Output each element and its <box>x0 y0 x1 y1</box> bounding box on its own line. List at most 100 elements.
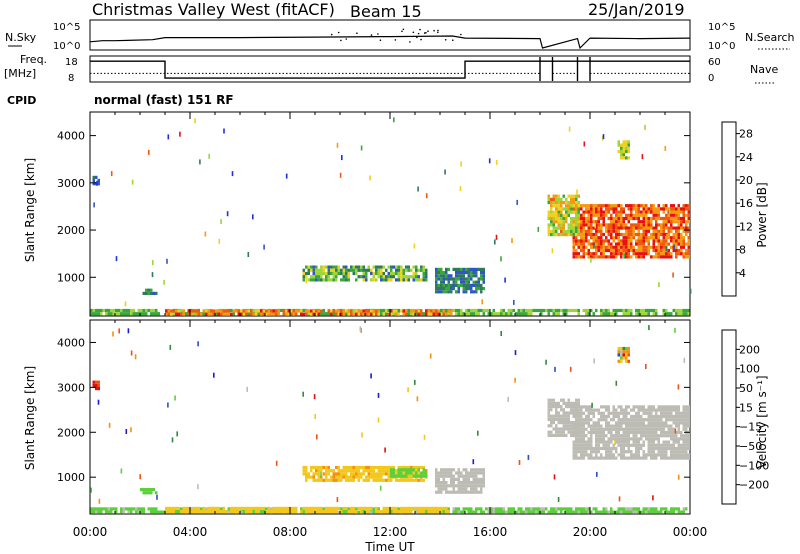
data-cell <box>377 275 380 279</box>
data-cell <box>442 280 445 284</box>
data-cell <box>255 309 258 313</box>
data-cell <box>637 437 640 441</box>
data-cell <box>580 236 583 240</box>
data-cell <box>652 236 655 240</box>
data-cell <box>575 210 578 214</box>
data-cell <box>635 308 638 313</box>
data-cell <box>652 255 655 259</box>
data-cell <box>355 475 358 479</box>
speckle-cell <box>551 248 554 254</box>
data-cell <box>647 229 650 233</box>
data-cell <box>575 308 578 313</box>
data-cell <box>580 229 583 233</box>
data-cell <box>685 229 688 233</box>
data-cell <box>262 309 265 313</box>
data-cell <box>597 437 600 441</box>
data-cell <box>320 275 323 279</box>
data-cell <box>217 312 220 316</box>
data-cell <box>617 223 620 227</box>
data-cell <box>577 450 580 454</box>
data-cell <box>425 275 428 279</box>
data-cell <box>640 232 643 237</box>
data-cell <box>650 456 653 460</box>
data-cell <box>335 472 338 476</box>
data-cell <box>572 226 575 230</box>
data-cell <box>387 465 390 470</box>
data-cell <box>550 398 553 402</box>
data-cell <box>107 312 110 316</box>
data-cell <box>472 308 475 313</box>
data-cell <box>655 248 658 253</box>
data-cell <box>427 506 430 510</box>
data-cell <box>637 418 640 422</box>
data-cell <box>322 510 325 514</box>
data-cell <box>352 265 355 269</box>
data-cell <box>475 490 478 494</box>
data-cell <box>677 252 680 256</box>
nsky-dot <box>356 32 358 34</box>
data-cell <box>395 265 398 269</box>
data-cell <box>560 217 563 221</box>
data-cell <box>410 268 413 272</box>
data-cell <box>650 408 653 412</box>
speckle-cell <box>429 353 432 359</box>
data-cell <box>337 268 340 272</box>
data-cell <box>457 490 460 494</box>
data-cell <box>470 274 473 278</box>
data-cell <box>437 510 440 514</box>
data-cell <box>575 226 578 230</box>
data-cell <box>602 252 605 256</box>
data-cell <box>187 510 190 514</box>
data-cell <box>460 283 463 287</box>
data-cell <box>292 312 295 316</box>
data-cell <box>577 239 580 243</box>
data-cell <box>397 471 400 475</box>
data-cell <box>465 287 468 291</box>
data-cell <box>320 265 323 269</box>
data-cell <box>377 475 380 479</box>
data-cell <box>572 430 575 434</box>
data-cell <box>190 510 193 514</box>
y-tick-label: 4000 <box>57 130 85 143</box>
data-cell <box>505 312 508 316</box>
data-cell <box>570 433 573 437</box>
data-cell <box>340 510 343 514</box>
data-cell <box>335 506 338 510</box>
data-cell <box>495 312 498 316</box>
data-cell <box>592 414 595 419</box>
data-cell <box>590 408 593 412</box>
data-cell <box>517 308 520 313</box>
data-cell <box>470 507 473 511</box>
data-cell <box>462 267 465 271</box>
data-cell <box>600 430 603 435</box>
data-cell <box>140 312 143 316</box>
data-cell <box>682 204 685 208</box>
data-cell <box>655 312 658 316</box>
data-cell <box>347 469 350 473</box>
data-cell <box>415 471 418 475</box>
data-cell <box>370 472 373 476</box>
data-cell <box>617 427 620 431</box>
data-cell <box>657 440 660 444</box>
colorbar-tick-label: 8 <box>739 244 746 257</box>
data-cell <box>560 507 563 511</box>
data-cell <box>555 308 558 313</box>
data-cell <box>632 213 635 217</box>
data-cell <box>300 309 303 313</box>
data-cell <box>360 510 363 514</box>
data-cell <box>625 252 628 256</box>
data-cell <box>550 405 553 409</box>
nsky-dot <box>409 41 411 43</box>
data-cell <box>547 197 550 201</box>
data-cell <box>590 213 593 217</box>
data-cell <box>325 472 328 476</box>
data-cell <box>547 417 550 421</box>
data-cell <box>595 226 598 230</box>
data-cell <box>685 414 688 419</box>
data-cell <box>312 309 315 313</box>
data-cell <box>645 232 648 237</box>
data-cell <box>372 469 375 473</box>
data-cell <box>617 346 620 351</box>
data-cell <box>270 507 273 511</box>
data-cell <box>677 446 680 451</box>
